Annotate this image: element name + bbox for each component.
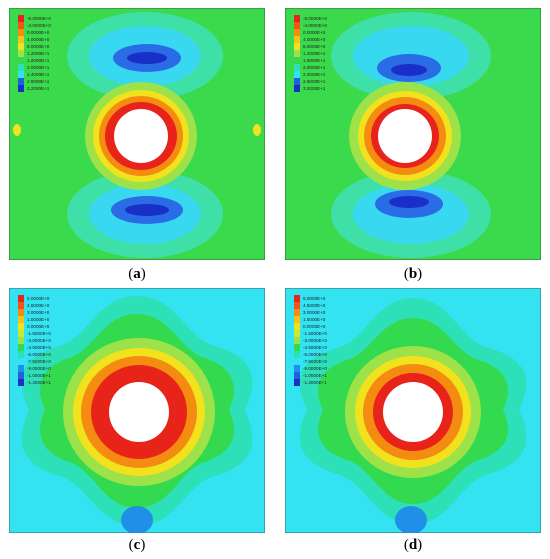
legend-label: -1.5000E+0 [303, 331, 327, 336]
legend-c: 6.0000E+0 4.5000E+0 3.0000E+0 1.5000E+0 … [18, 295, 98, 389]
legend-label: 2.0000E+1 [303, 65, 326, 70]
legend-label: 8.0000E+0 [27, 44, 50, 49]
contour-d-svg [285, 288, 541, 533]
legend-b: -8.0000E+0 -4.0000E+0 0.0000E+0 4.0000E+… [294, 15, 374, 95]
legend-a: -8.0000E+0 -4.0000E+0 0.0000E+0 4.0000E+… [18, 15, 98, 95]
legend-label: -9.0000E+0 [303, 366, 327, 371]
caption-a-letter: a [133, 266, 141, 282]
contour-a-svg [9, 8, 265, 260]
legend-d: 6.0000E+0 4.5000E+0 3.0000E+0 1.5000E+0 … [294, 295, 374, 389]
legend-label: -3.0000E+0 [303, 338, 327, 343]
legend-label: 0.0000E+0 [27, 324, 50, 329]
legend-label: 0.0000E+0 [27, 30, 50, 35]
legend-label: 1.5000E+0 [303, 317, 326, 322]
legend-label: -1.2000E+1 [303, 380, 327, 385]
legend-label: -3.0000E+0 [27, 338, 51, 343]
caption-a: (a) [128, 266, 146, 282]
caption-d-letter: d [408, 537, 418, 553]
contour-c-svg [9, 288, 265, 533]
legend-label: -6.0000E+0 [303, 352, 327, 357]
legend-label: 4.0000E+0 [303, 37, 326, 42]
legend-label: 1.5000E+0 [27, 317, 50, 322]
hole-a [114, 109, 168, 163]
caption-c-letter: c [133, 537, 141, 553]
legend-label: 2.8000E+1 [27, 79, 50, 84]
legend-label: -7.5000E+0 [27, 359, 51, 364]
legend-label: -1.2000E+1 [27, 380, 51, 385]
legend-label: 0.0000E+0 [303, 324, 326, 329]
legend-label: -1.0500E+1 [303, 373, 327, 378]
legend-label: 8.0000E+0 [303, 44, 326, 49]
legend-label: -8.0000E+0 [27, 16, 51, 21]
legend-label: 3.2000E+1 [303, 86, 326, 91]
hole-c [109, 382, 169, 442]
caption-c: (c) [128, 537, 146, 553]
legend-label: 1.6000E+1 [27, 58, 50, 63]
legend-label: 3.0000E+0 [303, 310, 326, 315]
legend-label: 2.4000E+1 [27, 72, 50, 77]
caption-d: (d) [403, 537, 423, 553]
contour-plot-a: -8.0000E+0 -4.0000E+0 0.0000E+0 4.0000E+… [9, 8, 265, 260]
contour-b-svg [285, 8, 541, 260]
legend-label: 1.2000E+1 [27, 51, 50, 56]
legend-label: 4.0000E+0 [27, 37, 50, 42]
legend-label: -4.5000E+0 [27, 345, 51, 350]
hole-d [383, 382, 443, 442]
legend-label: -4.0000E+0 [27, 23, 51, 28]
legend-label: 1.2000E+1 [303, 51, 326, 56]
legend-label: 4.5000E+0 [27, 303, 50, 308]
legend-label: 2.4000E+1 [303, 72, 326, 77]
legend-label: 6.0000E+0 [303, 296, 326, 301]
legend-label: -1.0500E+1 [27, 373, 51, 378]
legend-label: 0.0000E+0 [303, 30, 326, 35]
legend-label: -9.0000E+0 [27, 366, 51, 371]
legend-label: 3.0000E+0 [27, 310, 50, 315]
legend-label: -7.5000E+0 [303, 359, 327, 364]
legend-label: 1.6000E+1 [303, 58, 326, 63]
legend-label: 6.0000E+0 [27, 296, 50, 301]
contour-plot-d: 6.0000E+0 4.5000E+0 3.0000E+0 1.5000E+0 … [285, 288, 541, 533]
legend-label: -1.5000E+0 [27, 331, 51, 336]
legend-label: -8.0000E+0 [303, 16, 327, 21]
legend-label: 3.2000E+1 [27, 86, 50, 91]
legend-label: 4.5000E+0 [303, 303, 326, 308]
hole-b [378, 109, 432, 163]
caption-b-letter: b [408, 266, 418, 282]
caption-b: (b) [403, 266, 423, 282]
legend-label: 2.0000E+1 [27, 65, 50, 70]
contour-plot-b: -8.0000E+0 -4.0000E+0 0.0000E+0 4.0000E+… [285, 8, 541, 260]
legend-label: -4.0000E+0 [303, 23, 327, 28]
legend-label: 2.8000E+1 [303, 79, 326, 84]
contour-plot-c: 6.0000E+0 4.5000E+0 3.0000E+0 1.5000E+0 … [9, 288, 265, 533]
legend-label: -4.5000E+0 [303, 345, 327, 350]
legend-label: -6.0000E+0 [27, 352, 51, 357]
